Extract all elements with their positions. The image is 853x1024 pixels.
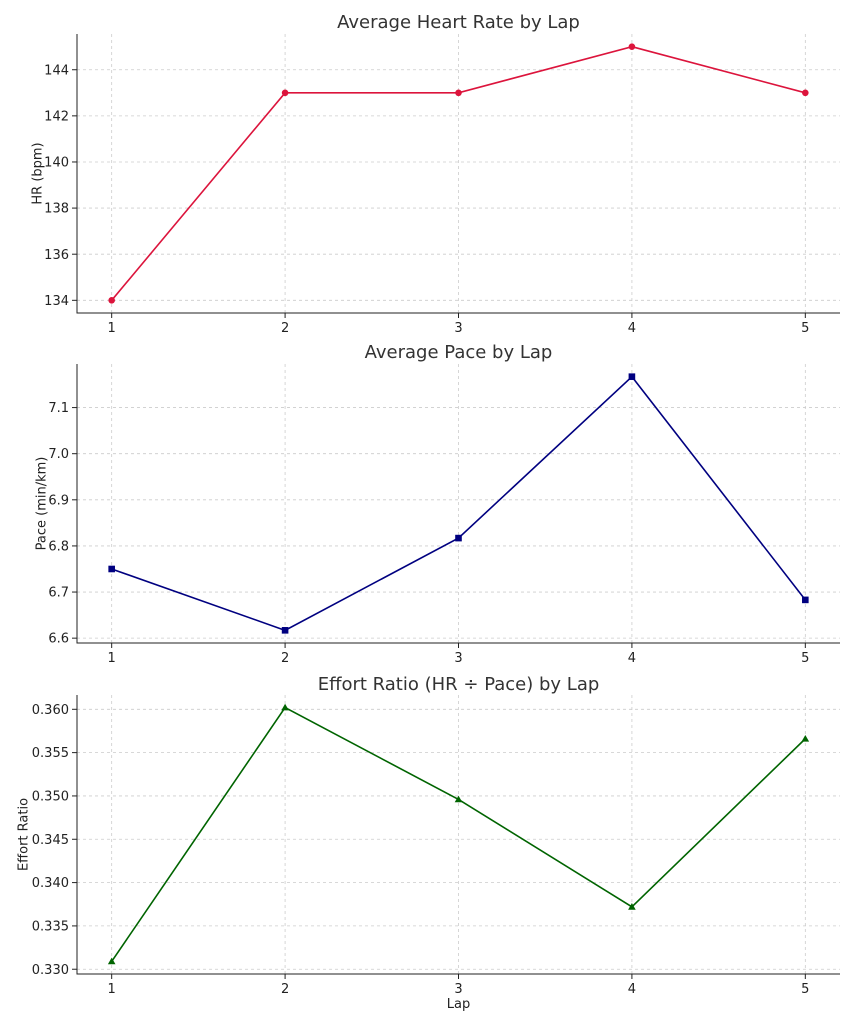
x-axis-label: Lap bbox=[447, 997, 470, 1012]
y-tick-label: 0.340 bbox=[32, 876, 69, 891]
x-tick-label: 5 bbox=[801, 982, 809, 997]
y-tick-label: 142 bbox=[44, 109, 69, 124]
y-axis-label: Effort Ratio bbox=[17, 798, 32, 871]
y-tick-label: 6.6 bbox=[48, 632, 69, 647]
x-tick-label: 4 bbox=[628, 982, 636, 997]
y-tick-label: 140 bbox=[44, 156, 69, 171]
chart-title: Average Heart Rate by Lap bbox=[337, 12, 580, 33]
x-tick-label: 4 bbox=[628, 321, 636, 336]
effort-ratio-chart-panel: Effort Ratio (HR ÷ Pace) by Lap Effort R… bbox=[17, 674, 840, 1012]
data-point bbox=[454, 795, 463, 803]
y-tick-label: 7.1 bbox=[48, 401, 69, 416]
y-axis-label: HR (bpm) bbox=[31, 142, 46, 204]
y-tick-label: 0.360 bbox=[32, 703, 69, 718]
grid bbox=[77, 695, 840, 974]
data-point bbox=[107, 957, 116, 965]
data-point bbox=[281, 627, 289, 634]
data-point bbox=[802, 89, 809, 97]
data-point bbox=[801, 734, 810, 742]
y-tick-label: 7.0 bbox=[48, 447, 69, 462]
data-point bbox=[455, 534, 462, 542]
x-tick-label: 1 bbox=[108, 321, 116, 336]
x-tick-label: 5 bbox=[801, 651, 809, 666]
y-tick-label: 136 bbox=[44, 248, 69, 263]
data-point bbox=[281, 703, 289, 711]
x-tick-label: 3 bbox=[454, 651, 462, 666]
y-tick-label: 6.9 bbox=[48, 493, 69, 508]
data-point bbox=[802, 596, 809, 604]
y-tick-label: 6.7 bbox=[48, 586, 69, 601]
x-tick-label: 5 bbox=[801, 321, 809, 336]
hr-chart-panel: Average Heart Rate by Lap HR (bpm) 1 2 3 4 5… bbox=[31, 12, 840, 336]
axis-spines bbox=[76, 34, 840, 314]
data-point bbox=[455, 89, 462, 97]
x-tick-label: 4 bbox=[628, 651, 636, 666]
y-tick-label: 138 bbox=[44, 202, 69, 217]
data-point bbox=[628, 43, 636, 50]
x-tick-label: 2 bbox=[281, 651, 289, 666]
x-tick-label: 2 bbox=[281, 982, 289, 997]
y-tick-label: 0.350 bbox=[32, 789, 69, 804]
y-tick-label: 0.345 bbox=[32, 833, 69, 848]
chart-title: Average Pace by Lap bbox=[365, 342, 553, 363]
y-tick-label: 0.355 bbox=[32, 746, 69, 761]
grid bbox=[77, 364, 840, 643]
data-point bbox=[628, 373, 636, 380]
y-tick-label: 134 bbox=[44, 294, 69, 309]
y-axis-label: Pace (min/km) bbox=[35, 457, 50, 551]
x-tick-label: 2 bbox=[281, 321, 289, 336]
x-tick-label: 3 bbox=[454, 321, 462, 336]
y-tick-label: 6.8 bbox=[48, 539, 69, 554]
data-point bbox=[108, 565, 115, 573]
x-tick-label: 1 bbox=[108, 982, 116, 997]
pace-chart-panel: Average Pace by Lap Pace (min/km) 1 2 3 4 5 6… bbox=[35, 342, 840, 666]
data-point bbox=[628, 903, 636, 910]
data-point bbox=[281, 89, 289, 97]
data-point bbox=[108, 297, 115, 304]
axis-spines bbox=[76, 695, 840, 975]
x-tick-label: 3 bbox=[454, 982, 462, 997]
axis-spines bbox=[76, 364, 840, 644]
grid bbox=[77, 34, 840, 313]
y-tick-label: 0.330 bbox=[32, 963, 69, 978]
y-tick-label: 0.335 bbox=[32, 919, 69, 934]
x-tick-label: 1 bbox=[108, 651, 116, 666]
y-tick-label: 144 bbox=[44, 63, 69, 78]
chart-title: Effort Ratio (HR ÷ Pace) by Lap bbox=[318, 674, 600, 695]
